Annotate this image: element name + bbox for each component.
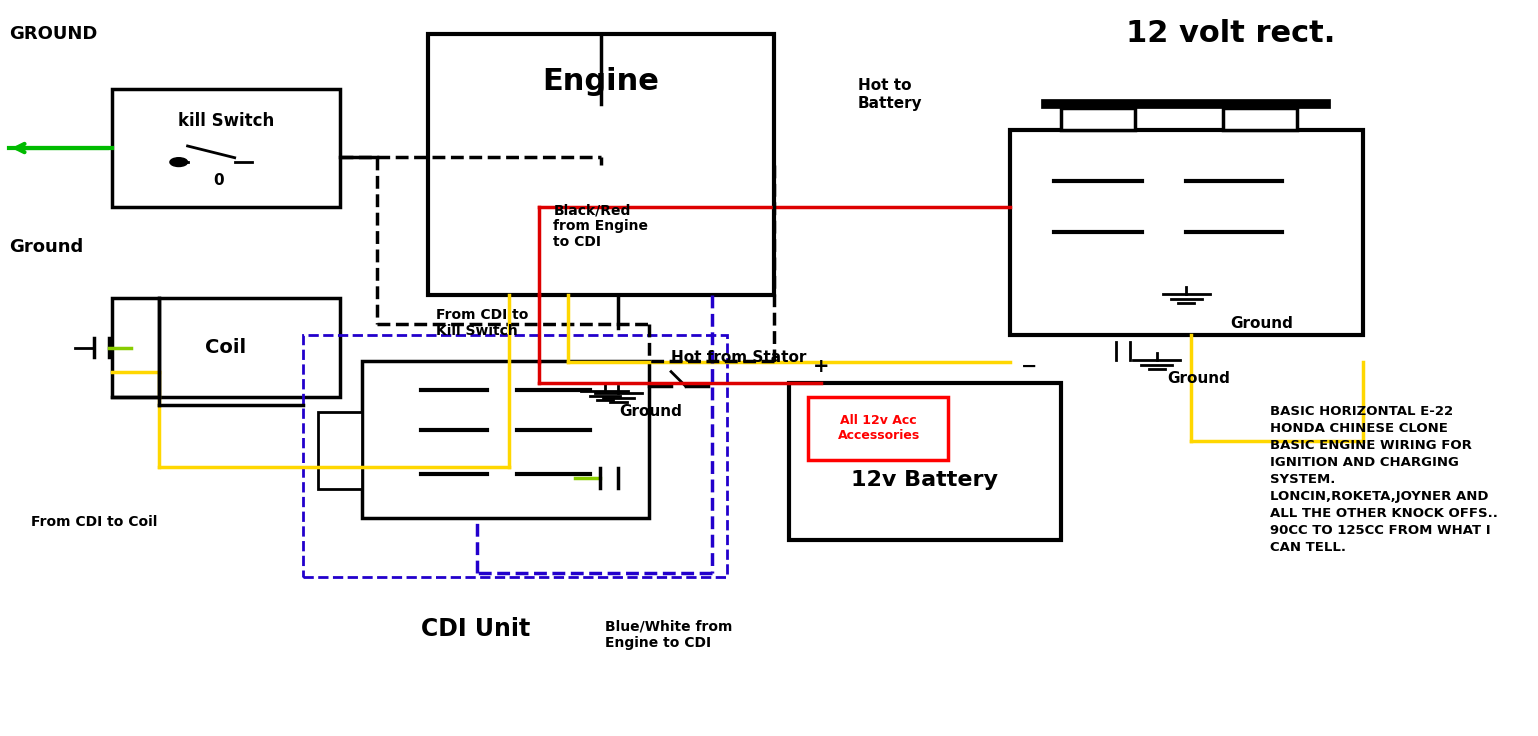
Text: Ground: Ground	[9, 238, 83, 256]
Bar	[1009, 130, 1363, 335]
Text: Hot from Stator: Hot from Stator	[671, 350, 806, 365]
Bar	[1061, 107, 1135, 130]
Bar	[1223, 107, 1297, 130]
Bar	[807, 397, 947, 460]
Text: Ground: Ground	[620, 403, 683, 419]
Text: −: −	[1021, 357, 1037, 375]
Text: GROUND: GROUND	[9, 25, 97, 43]
Text: Ground: Ground	[1167, 371, 1230, 386]
Text: +: +	[814, 357, 829, 375]
Text: 12v Battery: 12v Battery	[852, 470, 998, 490]
Text: From CDI to Coil: From CDI to Coil	[31, 514, 157, 528]
Text: Hot to
Battery: Hot to Battery	[858, 78, 923, 110]
Bar	[361, 361, 649, 518]
Text: Blue/White from
Engine to CDI: Blue/White from Engine to CDI	[604, 620, 732, 650]
Text: 12 volt rect.: 12 volt rect.	[1126, 18, 1335, 48]
Text: kill Switch: kill Switch	[178, 112, 274, 130]
Bar	[303, 335, 726, 577]
Text: 0: 0	[214, 173, 225, 188]
Bar	[428, 35, 774, 294]
Bar	[112, 89, 340, 207]
Text: Engine: Engine	[543, 67, 660, 96]
Text: Black/Red
from Engine
to CDI: Black/Red from Engine to CDI	[554, 203, 649, 250]
Bar	[318, 412, 361, 489]
Text: CDI Unit: CDI Unit	[421, 617, 531, 640]
Text: All 12v Acc
Accessories: All 12v Acc Accessories	[838, 414, 920, 442]
Circle shape	[169, 158, 188, 166]
Text: BASIC HORIZONTAL E-22
HONDA CHINESE CLONE
BASIC ENGINE WIRING FOR
IGNITION AND C: BASIC HORIZONTAL E-22 HONDA CHINESE CLON…	[1270, 405, 1498, 553]
Text: Coil: Coil	[205, 339, 246, 358]
Bar	[789, 383, 1061, 540]
Text: Ground: Ground	[1230, 316, 1293, 330]
Bar	[112, 298, 340, 397]
Text: From CDI to
Kill Switch: From CDI to Kill Switch	[435, 308, 528, 338]
